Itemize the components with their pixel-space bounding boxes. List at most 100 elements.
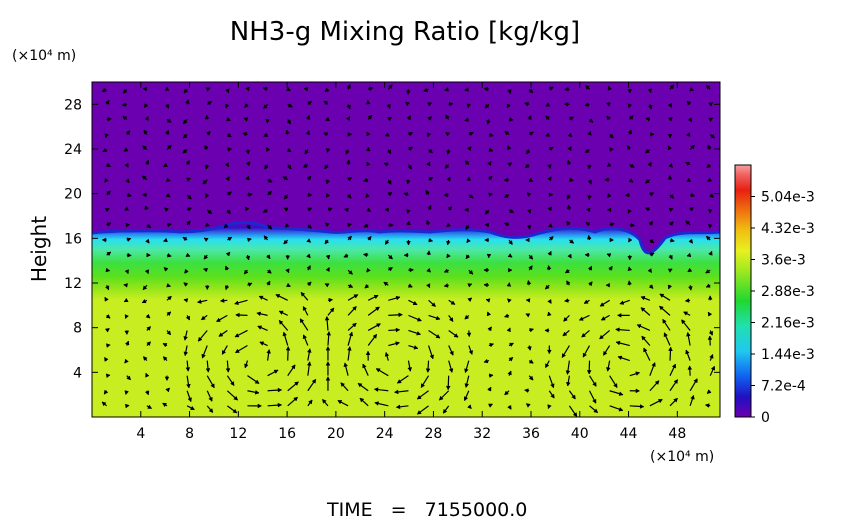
- wind-arrow-head: [466, 332, 472, 338]
- wind-arrow-head: [165, 177, 171, 182]
- wind-arrow-head: [227, 147, 233, 152]
- wind-arrow-head: [407, 283, 413, 288]
- wind-arrow-head: [629, 163, 635, 168]
- wind-arrow-head: [707, 295, 713, 300]
- wind-arrow-head: [606, 115, 611, 121]
- wind-arrow-head: [302, 163, 308, 168]
- wind-arrow-head: [413, 345, 419, 350]
- wind-arrow-head: [387, 116, 393, 122]
- wind-arrow-head: [164, 86, 170, 91]
- wind-arrow-head: [167, 222, 172, 228]
- wind-arrow-head: [509, 342, 514, 348]
- wind-arrow-head: [468, 269, 474, 275]
- wind-arrow-head: [299, 318, 305, 324]
- wind-arrow-head: [203, 237, 209, 243]
- wind-arrow-head: [286, 119, 291, 125]
- wind-arrow-head: [233, 395, 239, 401]
- wind-arrow-head: [566, 204, 572, 210]
- wind-arrow-head: [618, 407, 624, 412]
- wind-arrow-head: [246, 237, 252, 243]
- wind-arrow-head: [125, 222, 131, 228]
- wind-arrow-head: [306, 281, 312, 287]
- wind-arrow-head: [328, 297, 334, 303]
- wind-arrow-head: [346, 84, 351, 89]
- wind-arrow-head: [606, 207, 612, 213]
- wind-arrow-head: [340, 382, 346, 388]
- wind-arrow-head: [464, 314, 470, 320]
- wind-arrow-head: [376, 323, 381, 328]
- wind-arrow-head: [307, 224, 312, 229]
- wind-arrow-head: [690, 192, 696, 198]
- wind-arrow-head: [708, 223, 713, 229]
- wind-arrow-head: [164, 129, 170, 135]
- wind-arrow-head: [407, 367, 413, 372]
- wind-arrow-head: [142, 86, 148, 92]
- wind-arrow-head: [106, 162, 111, 167]
- wind-arrow-head: [205, 87, 211, 92]
- wind-arrow-head: [234, 333, 240, 338]
- wind-arrow-head: [428, 177, 434, 182]
- x-tick-label: 28: [425, 426, 443, 442]
- wind-arrow-head: [587, 265, 592, 271]
- wind-arrow-head: [673, 379, 678, 384]
- wind-arrow-head: [707, 311, 713, 317]
- wind-arrow-head: [101, 401, 107, 407]
- wind-arrow-head: [125, 130, 131, 136]
- wind-arrow-head: [343, 253, 349, 258]
- wind-arrow-head: [527, 115, 532, 120]
- wind-arrow-head: [277, 387, 283, 393]
- wind-arrow-head: [506, 145, 512, 150]
- wind-arrow-head: [265, 119, 270, 124]
- wind-arrow-head: [705, 268, 711, 274]
- y-tick-label: 16: [64, 231, 82, 247]
- wind-arrow-head: [406, 179, 411, 185]
- time-label: TIME = 7155000.0: [326, 499, 527, 519]
- wind-arrow-head: [245, 161, 251, 167]
- wind-arrow-head: [489, 373, 494, 378]
- wind-arrow-head: [609, 133, 614, 139]
- wind-arrow-head: [218, 332, 224, 337]
- wind-arrow-head: [710, 133, 716, 139]
- wind-arrow-head: [278, 310, 284, 315]
- wind-arrow-head: [325, 267, 330, 273]
- wind-arrow-head: [144, 390, 150, 396]
- wind-arrow-head: [507, 253, 513, 258]
- wind-arrow-head: [605, 102, 611, 107]
- wind-arrow-head: [627, 256, 633, 261]
- wind-arrow-head: [487, 175, 493, 181]
- wind-arrow-head: [204, 285, 210, 291]
- wind-arrow-head: [221, 349, 227, 355]
- wind-arrow-head: [106, 222, 112, 227]
- wind-arrow-head: [448, 317, 454, 322]
- wind-arrow-head: [302, 306, 308, 311]
- time-label-word: TIME: [326, 499, 373, 519]
- wind-arrow-head: [204, 144, 209, 150]
- wind-arrow-head: [486, 253, 492, 259]
- wind-arrow-head: [435, 333, 441, 339]
- wind-arrow-head: [630, 222, 636, 228]
- wind-arrow-head: [689, 87, 695, 92]
- wind-arrow-head: [690, 394, 695, 400]
- wind-arrow-head: [507, 162, 513, 167]
- wind-arrow-head: [467, 283, 473, 288]
- wind-arrow-head: [244, 103, 249, 108]
- wind-arrow-head: [584, 102, 590, 107]
- wind-arrow-head: [524, 101, 529, 107]
- wind-arrow-head: [566, 280, 571, 286]
- wind-arrow-head: [635, 371, 641, 376]
- wind-arrow-head: [266, 280, 271, 286]
- wind-arrow-head: [304, 149, 309, 155]
- wind-arrow-head: [528, 254, 534, 260]
- wind-arrow-head: [408, 132, 414, 137]
- wind-arrow-head: [708, 117, 714, 122]
- wind-arrow-head: [201, 353, 206, 359]
- wind-arrow-head: [286, 147, 292, 153]
- wind-arrow-head: [210, 383, 215, 389]
- wind-arrow-head: [308, 399, 313, 405]
- wind-arrow-head: [654, 380, 660, 386]
- wind-arrow-head: [406, 90, 411, 95]
- wind-arrow-head: [183, 351, 189, 357]
- wind-arrow-head: [183, 298, 189, 303]
- wind-arrow-head: [627, 209, 632, 214]
- wind-arrow-head: [585, 207, 591, 213]
